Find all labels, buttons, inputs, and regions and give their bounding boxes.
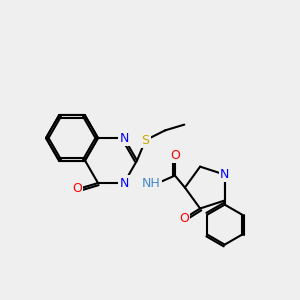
Text: N: N [220, 168, 230, 181]
Text: N: N [119, 176, 129, 190]
Text: O: O [72, 182, 82, 195]
Text: NH: NH [142, 176, 160, 190]
Text: N: N [119, 131, 129, 145]
Text: O: O [170, 149, 180, 162]
Text: S: S [142, 134, 149, 147]
Text: O: O [179, 212, 189, 224]
